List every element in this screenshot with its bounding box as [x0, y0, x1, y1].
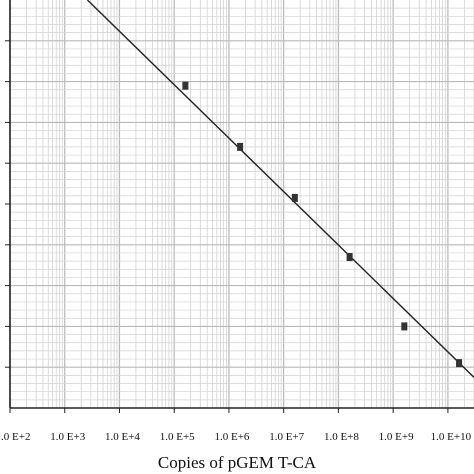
- x-tick-label: 1.0 E+2: [0, 431, 30, 443]
- grid: [5, 0, 474, 408]
- x-axis-title: Copies of pGEM T-CA: [158, 453, 317, 472]
- x-tick-label: 1.0 E+5: [160, 431, 195, 443]
- data-point: [291, 193, 298, 202]
- data-point: [401, 322, 408, 331]
- x-tick-labels: 1.0 E+2 1.0 E+3 1.0 E+4 1.0 E+5 1.0 E+6 1.0 E…: [0, 408, 472, 443]
- x-tick-label: 1.0 E+6: [214, 431, 249, 443]
- x-tick-label: 1.0 E+7: [269, 431, 304, 443]
- x-tick-label: 1.0 E+8: [324, 431, 359, 443]
- data-point: [237, 142, 244, 151]
- x-tick-label: 1.0 E+3: [50, 431, 85, 443]
- x-tick-label: 1.0 E+4: [105, 431, 140, 443]
- data-point: [182, 81, 189, 90]
- fit-line: [86, 0, 474, 378]
- x-tick-label: 1.0 E+10: [431, 431, 472, 443]
- data-point: [346, 253, 353, 262]
- data-points: [182, 81, 463, 368]
- data-point: [456, 359, 463, 368]
- x-tick-label: 1.0 E+9: [379, 431, 414, 443]
